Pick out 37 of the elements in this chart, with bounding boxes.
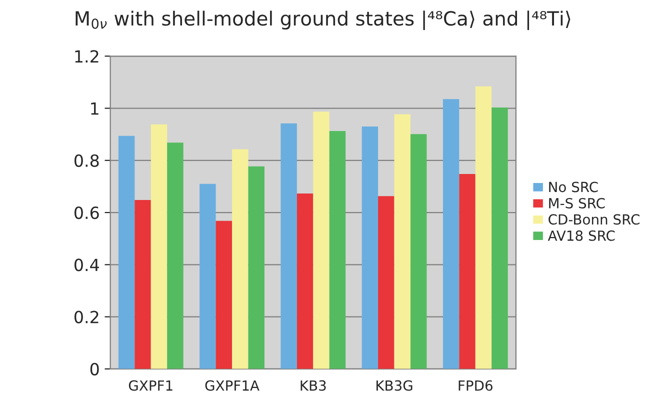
x-tick-label: KB3	[300, 380, 326, 391]
bar	[232, 149, 248, 369]
bar	[216, 220, 232, 369]
legend-label: M-S SRC	[549, 198, 605, 208]
x-tick-label: GXPF1	[128, 380, 172, 391]
bar	[475, 86, 492, 369]
bar	[459, 174, 476, 369]
bar	[492, 107, 508, 369]
y-tick-label: 0.4	[74, 258, 99, 272]
x-tick-label: GXPF1A	[205, 380, 260, 391]
chart-title: M$_{0ν}$ with shell-model ground states |⁴⁸Ca⟩ and |⁴⁸Ti⟩	[76, 10, 570, 30]
bar	[394, 114, 410, 369]
bar	[410, 134, 427, 369]
bar	[167, 142, 184, 369]
bar	[150, 124, 168, 369]
bar	[118, 136, 135, 369]
bar	[442, 99, 460, 369]
y-tick-label: 0.8	[74, 154, 99, 167]
legend-label: AV18 SRC	[548, 230, 615, 241]
bar	[134, 200, 151, 369]
bar	[378, 196, 394, 369]
y-tick-label: 0	[90, 362, 99, 376]
bar	[248, 166, 264, 369]
y-tick-label: 1.2	[75, 50, 98, 62]
legend-label: CD-Bonn SRC	[548, 214, 640, 225]
y-tick-label: 1	[91, 102, 98, 115]
y-tick-label: 0.6	[74, 206, 99, 220]
x-tick-label: FPD6	[458, 380, 492, 391]
bar	[313, 112, 330, 369]
bar	[200, 184, 216, 369]
bar	[362, 126, 378, 369]
legend-label: No SRC	[549, 182, 598, 192]
x-tick-label: KB3G	[376, 380, 412, 391]
bar	[280, 123, 297, 369]
bar	[329, 130, 346, 369]
y-tick-label: 0.2	[74, 310, 98, 324]
bar	[296, 194, 314, 369]
